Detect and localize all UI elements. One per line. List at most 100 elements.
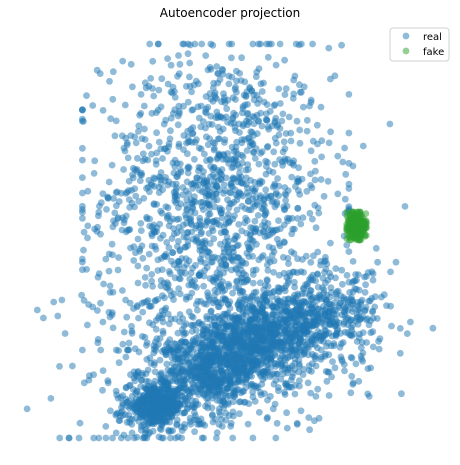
data-point-real: [273, 311, 281, 319]
data-point-real: [232, 265, 240, 272]
data-point-fake: [362, 210, 370, 218]
data-point-real: [233, 67, 240, 75]
data-point-real: [215, 70, 222, 78]
data-point-real: [247, 295, 255, 302]
data-point-real: [275, 192, 283, 200]
data-point-real: [114, 266, 122, 274]
data-point-real: [165, 140, 173, 148]
data-point-real: [255, 256, 263, 264]
data-point-real: [294, 177, 302, 185]
data-point-real: [223, 105, 231, 113]
data-point-real: [221, 99, 229, 107]
data-point-real: [143, 184, 150, 192]
data-point-real: [201, 150, 208, 158]
data-point-real: [222, 310, 229, 318]
data-point-real: [185, 164, 193, 172]
data-point-real: [239, 103, 247, 110]
data-point-real: [283, 307, 291, 315]
data-point-real: [185, 390, 193, 397]
data-point-real: [174, 173, 181, 180]
data-point-real: [327, 320, 334, 328]
data-point-real: [171, 363, 178, 371]
data-point-real: [202, 222, 209, 229]
data-point-real: [186, 275, 194, 283]
data-point-real: [169, 249, 177, 257]
data-point-real: [238, 326, 246, 334]
data-point-real: [204, 66, 212, 74]
data-point-real: [175, 237, 182, 245]
data-point-real: [245, 206, 253, 214]
data-point-real: [396, 325, 404, 332]
data-point-real: [337, 299, 344, 306]
data-point-real: [111, 209, 119, 217]
data-point-real: [170, 340, 178, 347]
data-point-real: [229, 244, 237, 252]
data-point-real: [183, 260, 191, 268]
data-point-real: [356, 330, 363, 338]
data-point-real: [109, 68, 117, 76]
data-point-real: [155, 173, 163, 181]
data-point-real: [131, 133, 139, 141]
data-point-real: [209, 171, 217, 179]
data-point-real: [368, 295, 376, 302]
data-point-real: [291, 72, 299, 80]
data-point-real: [215, 351, 223, 359]
data-point-real: [332, 265, 340, 272]
data-point-real: [206, 240, 214, 247]
data-point-real: [240, 180, 247, 187]
data-point-real: [23, 405, 31, 413]
data-point-real: [188, 397, 196, 404]
data-point-real: [193, 174, 201, 182]
data-point-real: [132, 139, 140, 147]
data-point-real: [221, 187, 229, 195]
data-point-real: [292, 330, 299, 338]
data-point-real: [141, 383, 149, 391]
data-point-real: [202, 199, 210, 207]
data-point-real: [212, 416, 219, 423]
data-point-real: [214, 334, 222, 342]
data-point-real: [315, 209, 323, 217]
data-point-real: [137, 227, 145, 235]
data-point-real: [256, 300, 264, 308]
data-point-real: [50, 298, 58, 306]
data-point-real: [281, 205, 289, 213]
data-point-real: [267, 192, 275, 200]
data-point-real: [135, 314, 142, 322]
data-point-real: [230, 236, 238, 244]
data-point-real: [331, 364, 339, 372]
data-point-real: [308, 296, 316, 303]
data-point-real: [238, 136, 246, 144]
data-point-real: [142, 84, 150, 92]
data-point-real: [167, 61, 175, 69]
data-point-real: [150, 201, 158, 209]
data-point-real: [291, 299, 299, 307]
data-point-real: [264, 256, 272, 263]
data-point-real: [97, 230, 104, 238]
data-point-real: [355, 377, 363, 385]
data-point-real: [254, 366, 262, 374]
data-point-real: [299, 214, 307, 222]
data-point-real: [143, 356, 151, 363]
data-point-real: [141, 136, 149, 143]
data-point-real: [273, 345, 281, 352]
data-point-real: [261, 218, 268, 225]
data-point-real: [178, 365, 186, 373]
data-point-real: [272, 377, 280, 384]
data-point-real: [429, 324, 437, 332]
data-point-real: [327, 75, 334, 83]
data-point-real: [229, 174, 237, 182]
data-point-real: [75, 434, 83, 442]
data-point-real: [190, 382, 198, 389]
data-point-real: [200, 118, 207, 125]
data-point-real: [263, 143, 271, 151]
data-point-real: [249, 187, 257, 195]
data-point-real: [240, 295, 248, 303]
data-point-real: [224, 353, 232, 361]
data-point-real: [245, 330, 252, 338]
data-point-real: [197, 258, 205, 265]
data-point-real: [233, 336, 240, 343]
data-point-real: [109, 434, 116, 442]
data-point-real: [211, 203, 219, 211]
data-point-real: [218, 422, 226, 430]
data-point-real: [235, 241, 242, 249]
